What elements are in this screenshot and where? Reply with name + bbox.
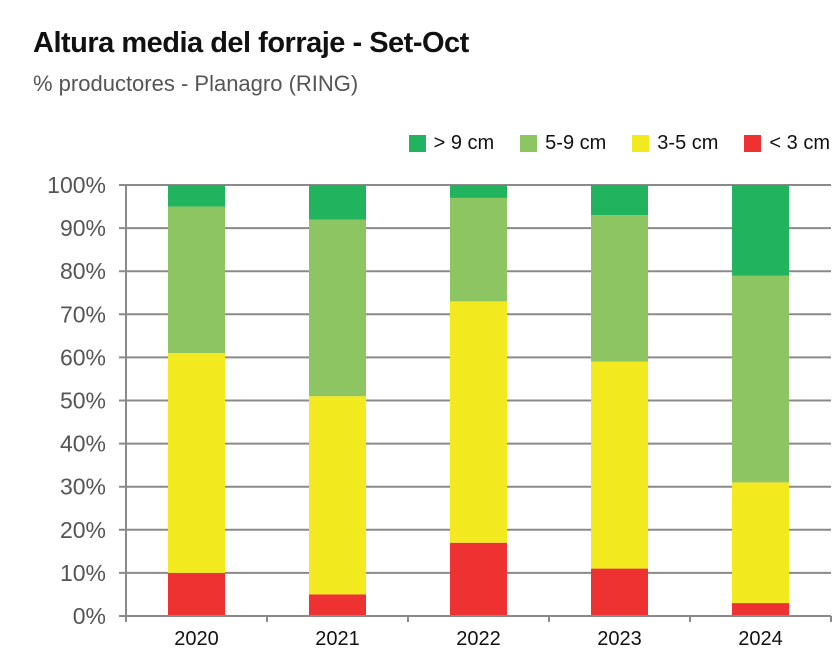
bar-segment-2024-0 <box>732 603 789 616</box>
legend-label-3-5: 3-5 cm <box>657 132 719 154</box>
legend-swatch-gt9 <box>408 135 426 152</box>
legend-swatch-lt3 <box>744 135 762 152</box>
y-tick-label: 50% <box>60 388 106 414</box>
legend-item-gt9: > 9 cm <box>408 132 495 155</box>
legend-item-3-5: 3-5 cm <box>632 132 718 155</box>
y-tick-label: 10% <box>60 560 106 586</box>
bar-segment-2023-0 <box>591 568 648 616</box>
y-tick-label: 30% <box>60 474 106 500</box>
chart-title: Altura media del forraje - Set-Oct <box>33 27 469 59</box>
y-tick-label: 20% <box>60 517 106 543</box>
x-tick-label: 2022 <box>456 628 501 650</box>
x-tick-label: 2024 <box>738 628 783 650</box>
legend-label-gt9: > 9 cm <box>433 132 495 154</box>
legend-item-5-9: 5-9 cm <box>520 132 606 155</box>
bar-segment-2023-1 <box>591 361 648 569</box>
bar-segment-2021-2 <box>309 219 366 397</box>
x-tick-label: 2021 <box>315 628 360 650</box>
y-tick-label: 80% <box>60 258 106 284</box>
legend-swatch-5-9 <box>520 135 538 152</box>
bar-segment-2020-2 <box>168 206 225 354</box>
x-tick-labels: 2020 2021 2022 2023 2024 <box>174 628 783 650</box>
bar-segment-2024-2 <box>732 275 789 483</box>
bar-segment-2023-2 <box>591 215 648 362</box>
bar-segment-2021-3 <box>309 185 366 220</box>
y-tick-label: 100% <box>47 172 106 198</box>
x-tick-label: 2023 <box>597 628 642 650</box>
axes <box>119 185 832 622</box>
legend-item-lt3: < 3 cm <box>744 132 830 155</box>
bar-segment-2022-0 <box>450 542 507 616</box>
x-tick-label: 2020 <box>174 628 219 650</box>
y-tick-label: 0% <box>73 603 106 629</box>
y-tick-labels: 0% 10% 20% 30% 40% 50% 60% 70% 80% 90% 100% <box>47 172 106 629</box>
bar-segment-2021-1 <box>309 396 366 595</box>
y-tick-label: 40% <box>60 431 106 457</box>
bar-segment-2022-1 <box>450 301 507 543</box>
chart-subtitle: % productores - Planagro (RING) <box>33 71 359 96</box>
bar-segment-2024-1 <box>732 482 789 604</box>
bar-segment-2022-3 <box>450 185 507 198</box>
bar-segment-2024-3 <box>732 185 789 276</box>
bar-segment-2020-1 <box>168 353 225 573</box>
legend-swatch-3-5 <box>632 135 650 152</box>
legend-label-lt3: < 3 cm <box>769 132 830 154</box>
bar-segment-2020-0 <box>168 572 225 616</box>
bar-segment-2022-2 <box>450 197 507 302</box>
y-tick-label: 90% <box>60 215 106 241</box>
legend-label-5-9: 5-9 cm <box>545 132 607 154</box>
y-tick-label: 60% <box>60 344 106 370</box>
bar-segment-2020-3 <box>168 185 225 207</box>
bar-segment-2021-0 <box>309 594 366 616</box>
y-tick-label: 70% <box>60 301 106 327</box>
bar-segment-2023-3 <box>591 185 648 216</box>
legend: > 9 cm 5-9 cm 3-5 cm < 3 cm <box>383 132 830 155</box>
bars <box>168 185 789 616</box>
